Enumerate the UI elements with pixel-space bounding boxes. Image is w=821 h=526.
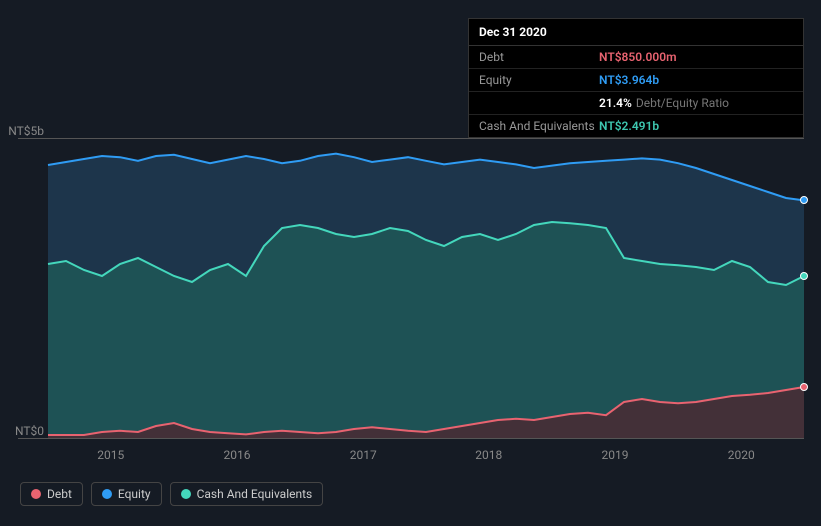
tooltip-row-label: Equity xyxy=(479,73,599,87)
tooltip-row-label xyxy=(479,96,599,110)
legend-label: Equity xyxy=(118,487,151,501)
tooltip-row-suffix: Debt/Equity Ratio xyxy=(636,96,729,110)
legend-item-cash-and-equivalents[interactable]: Cash And Equivalents xyxy=(170,482,324,506)
chart-legend: Debt Equity Cash And Equivalents xyxy=(20,482,323,506)
tooltip-row: EquityNT$3.964b xyxy=(469,69,803,92)
tooltip-row-value: NT$850.000m xyxy=(599,50,677,64)
legend-swatch xyxy=(31,489,41,499)
chart-tooltip: Dec 31 2020 DebtNT$850.000mEquityNT$3.96… xyxy=(468,18,804,138)
legend-swatch xyxy=(102,489,112,499)
legend-swatch xyxy=(181,489,191,499)
legend-item-equity[interactable]: Equity xyxy=(91,482,162,506)
tooltip-row: DebtNT$850.000m xyxy=(469,46,803,69)
tooltip-row-value: NT$3.964b xyxy=(599,73,659,87)
legend-label: Debt xyxy=(47,487,72,501)
tooltip-row-label: Debt xyxy=(479,50,599,64)
series-marker-equity xyxy=(800,196,808,204)
tooltip-row-value: 21.4%Debt/Equity Ratio xyxy=(599,96,729,110)
legend-item-debt[interactable]: Debt xyxy=(20,482,83,506)
series-marker-cash xyxy=(800,272,808,280)
series-marker-debt xyxy=(800,383,808,391)
tooltip-date: Dec 31 2020 xyxy=(469,19,803,46)
tooltip-row: Cash And EquivalentsNT$2.491b xyxy=(469,115,803,137)
tooltip-row-label: Cash And Equivalents xyxy=(479,119,599,133)
tooltip-row-value: NT$2.491b xyxy=(599,119,659,133)
tooltip-row: 21.4%Debt/Equity Ratio xyxy=(469,92,803,115)
legend-label: Cash And Equivalents xyxy=(197,487,313,501)
